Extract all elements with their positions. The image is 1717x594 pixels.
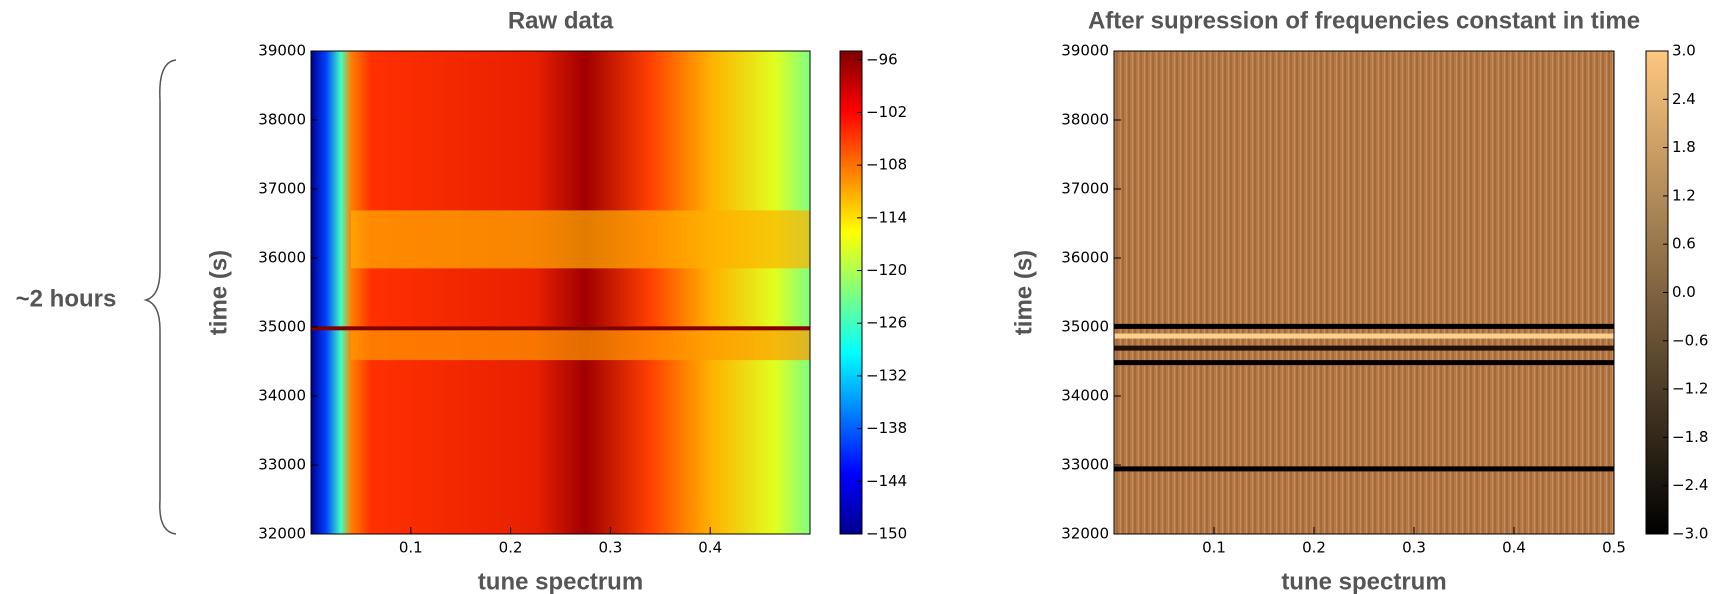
colorbar-tick-label: −102 <box>866 103 907 121</box>
plot-frame <box>310 50 811 535</box>
colorbar-tick-label: −132 <box>866 366 907 384</box>
y-tick-label: 32000 <box>258 525 306 543</box>
y-tick-label: 38000 <box>1061 111 1109 129</box>
heatmap-band <box>1114 345 1614 351</box>
colorbar-tick-label: 0.0 <box>1672 283 1696 301</box>
y-tick-label: 38000 <box>258 111 306 129</box>
colorbar-tick-label: −114 <box>866 208 907 226</box>
chart-title: After supression of frequencies constant… <box>1088 7 1640 34</box>
colorbar-tick-label: −1.8 <box>1672 428 1708 446</box>
x-tick-label: 0.2 <box>499 539 523 557</box>
colorbar-tick-label: 1.8 <box>1672 138 1696 156</box>
colorbar-tick-label: −144 <box>866 472 907 490</box>
colorbar-tick-label: −138 <box>866 419 907 437</box>
y-tick-label: 36000 <box>1061 249 1109 267</box>
x-tick-label: 0.1 <box>1202 539 1226 557</box>
y-tick-label: 32000 <box>1061 525 1109 543</box>
y-tick-label: 36000 <box>258 249 306 267</box>
y-tick-label: 35000 <box>258 318 306 336</box>
x-tick-label: 0.1 <box>399 539 423 557</box>
heatmap-band <box>1114 360 1614 366</box>
annotation: ~2 hours <box>16 285 117 312</box>
y-axis-label: time (s) <box>205 250 232 335</box>
y-tick-label: 34000 <box>258 387 306 405</box>
x-tick-label: 0.3 <box>598 539 622 557</box>
x-tick-label: 0.4 <box>698 539 722 557</box>
plot-frame <box>1113 50 1615 535</box>
y-tick-label: 37000 <box>258 180 306 198</box>
heatmap-band <box>311 326 810 331</box>
x-tick-label: 0.3 <box>1402 539 1426 557</box>
colorbar-tick-label: −120 <box>866 261 907 279</box>
y-tick-label: 35000 <box>1061 318 1109 336</box>
colorbar-tick-label: −108 <box>866 156 907 174</box>
heatmap-band <box>1114 333 1614 339</box>
colorbar-tick-label: 3.0 <box>1672 42 1696 60</box>
heatmap-band <box>350 210 810 269</box>
heatmap-image <box>1114 51 1614 534</box>
colorbar-tick-label: −2.4 <box>1672 476 1708 494</box>
y-tick-label: 33000 <box>1061 456 1109 474</box>
y-tick-label: 33000 <box>258 456 306 474</box>
y-tick-label: 37000 <box>1061 180 1109 198</box>
y-tick-label: 39000 <box>258 42 306 60</box>
chart-title: Raw data <box>508 7 614 34</box>
x-axis-label: tune spectrum <box>478 568 643 594</box>
y-tick-label: 34000 <box>1061 387 1109 405</box>
heatmap-band <box>350 326 810 361</box>
brace <box>143 59 177 535</box>
heatmap-band <box>1114 466 1614 472</box>
colorbar-tick-label: −3.0 <box>1672 525 1708 543</box>
colorbar-tick-label: −1.2 <box>1672 380 1708 398</box>
x-axis-label: tune spectrum <box>1281 568 1446 594</box>
colorbar-tick-label: −0.6 <box>1672 331 1708 349</box>
x-tick-label: 0.5 <box>1602 539 1626 557</box>
x-tick-label: 0.2 <box>1302 539 1326 557</box>
colorbar-tick-label: 2.4 <box>1672 90 1696 108</box>
colorbar-tick-label: −96 <box>866 50 898 68</box>
colorbar-tick-label: 1.2 <box>1672 186 1696 204</box>
y-axis-label: time (s) <box>1010 250 1037 335</box>
y-tick-label: 39000 <box>1061 42 1109 60</box>
colorbar-tick-label: −126 <box>866 314 907 332</box>
colorbar-tick-label: −150 <box>866 525 907 543</box>
colorbar <box>839 50 863 535</box>
heatmap-image <box>311 51 810 534</box>
x-tick-label: 0.4 <box>1502 539 1526 557</box>
heatmap-band <box>1114 323 1614 329</box>
colorbar-tick-label: 0.6 <box>1672 235 1696 253</box>
